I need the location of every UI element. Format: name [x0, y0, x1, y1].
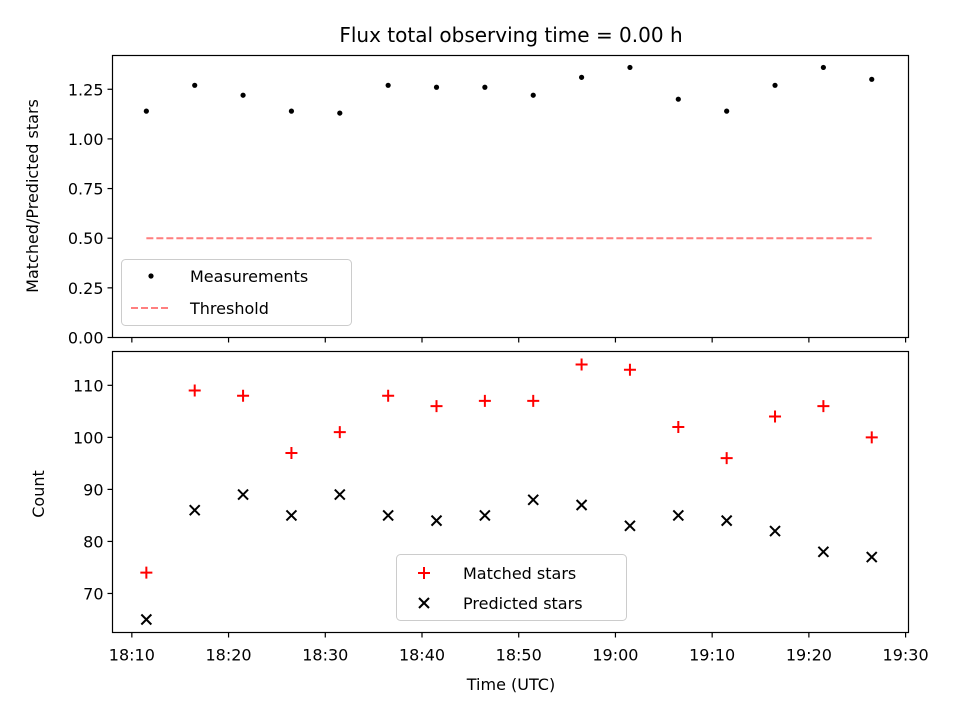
- matched-stars-point: [237, 389, 250, 402]
- predicted-stars-point: [430, 514, 443, 527]
- bottom-axes-frame: [111, 350, 910, 634]
- measurement-point: [675, 96, 681, 102]
- measurement-point: [143, 108, 149, 114]
- top-axes-frame: [111, 54, 910, 339]
- measurement-point: [433, 84, 440, 90]
- y-tick-label: 100: [73, 428, 104, 447]
- matched-stars-point: [333, 426, 346, 439]
- legend-measurements-marker: [148, 273, 154, 279]
- matched-stars-point: [672, 420, 685, 433]
- y-tick-label: 0.00: [68, 329, 104, 348]
- legend-predicted-label: Predicted stars: [463, 594, 583, 613]
- y-tick-label: 1.25: [68, 80, 104, 99]
- predicted-stars-point: [382, 509, 394, 522]
- matched-stars-point: [817, 400, 830, 413]
- chart-title: Flux total observing time = 0.00 h: [339, 23, 682, 47]
- legend-matched-label: Matched stars: [463, 564, 576, 583]
- y-tick-label: 0.50: [68, 229, 104, 248]
- legend-matched-marker: [418, 567, 430, 579]
- predicted-stars-point: [285, 509, 298, 522]
- matched-stars-point: [575, 358, 588, 371]
- matched-stars-point: [430, 400, 443, 413]
- matched-stars-point: [140, 566, 153, 579]
- y-tick-label: 90: [83, 480, 103, 499]
- y-tick-label: 70: [83, 584, 103, 603]
- predicted-stars-point: [189, 504, 201, 516]
- measurement-point: [530, 92, 536, 98]
- legend-measurements-label: Measurements: [190, 267, 308, 286]
- x-tick-label: 18:50: [496, 646, 542, 665]
- top-y-ticks: 0.00 0.25 0.50 0.75 1.00 1.25: [68, 80, 113, 348]
- top-axes: 0.00 0.25 0.50 0.75 1.00 1.25 Matched/Predict…: [23, 54, 910, 348]
- matched-stars-point: [285, 446, 298, 459]
- bottom-plot-marks: [140, 358, 878, 626]
- predicted-stars-point: [527, 494, 539, 506]
- matched-stars-point: [478, 394, 491, 407]
- bottom-legend-box: [396, 554, 627, 621]
- bottom-y-axis-label: Count: [29, 470, 48, 518]
- measurement-point: [820, 64, 826, 71]
- bottom-legend: Matched stars Predicted stars: [396, 554, 627, 621]
- y-tick-label: 0.75: [68, 180, 104, 199]
- legend-threshold-label: Threshold: [189, 299, 269, 318]
- bottom-x-ticks: 18:10 18:20 18:30 18:40 18:50 19:00 19:10 19:20…: [109, 632, 929, 665]
- y-tick-label: 0.25: [68, 279, 104, 298]
- predicted-stars-point: [817, 546, 830, 558]
- top-legend: Measurements Threshold: [121, 259, 352, 326]
- matched-stars-point: [188, 384, 201, 397]
- x-tick-label: 19:20: [786, 646, 832, 665]
- measurement-point: [772, 82, 778, 88]
- measurement-point: [482, 84, 488, 90]
- measurement-point: [627, 64, 633, 71]
- measurement-point: [240, 92, 246, 98]
- predicted-stars-point: [140, 613, 153, 626]
- y-tick-label: 1.00: [68, 130, 104, 149]
- measurement-point: [288, 108, 295, 114]
- measurement-point: [192, 82, 198, 88]
- x-tick-label: 19:30: [883, 646, 929, 665]
- predicted-stars-point: [237, 488, 249, 501]
- predicted-stars-point: [769, 525, 781, 537]
- x-tick-label: 19:10: [689, 646, 735, 665]
- x-tick-label: 18:20: [206, 646, 252, 665]
- y-tick-label: 110: [73, 376, 104, 395]
- predicted-stars-point: [720, 514, 733, 527]
- bottom-axes: 70 80 90 100 110 18:10 18:20 18:30 18:40 18:50 19…: [29, 350, 929, 694]
- measurement-point: [385, 82, 391, 88]
- x-axis-label: Time (UTC): [466, 675, 555, 694]
- matched-stars-point: [623, 363, 636, 376]
- top-y-axis-label: Matched/Predicted stars: [23, 99, 42, 293]
- bottom-y-ticks: 70 80 90 100 110: [73, 376, 113, 603]
- matched-stars-point: [720, 452, 733, 465]
- measurement-point: [337, 110, 343, 116]
- predicted-stars-point: [334, 488, 346, 501]
- y-tick-label: 80: [83, 532, 103, 551]
- matched-stars-point: [769, 410, 782, 423]
- x-tick-label: 18:40: [399, 646, 445, 665]
- predicted-stars-point: [575, 499, 588, 511]
- top-plot-marks: [143, 64, 875, 240]
- measurement-point: [578, 74, 585, 80]
- matched-stars-point: [865, 431, 878, 444]
- legend-predicted-marker: [418, 597, 430, 609]
- matched-stars-point: [527, 394, 540, 407]
- matched-stars-point: [382, 389, 395, 402]
- predicted-stars-point: [866, 551, 878, 563]
- measurement-point: [724, 108, 730, 114]
- x-tick-label: 19:00: [592, 646, 638, 665]
- top-legend-box: [121, 259, 352, 326]
- x-tick-label: 18:10: [109, 646, 155, 665]
- predicted-stars-point: [624, 520, 636, 532]
- top-x-ticks: [131, 337, 907, 343]
- x-tick-label: 18:30: [302, 646, 348, 665]
- measurement-point: [869, 76, 875, 82]
- predicted-stars-point: [479, 509, 491, 522]
- predicted-stars-point: [672, 509, 685, 522]
